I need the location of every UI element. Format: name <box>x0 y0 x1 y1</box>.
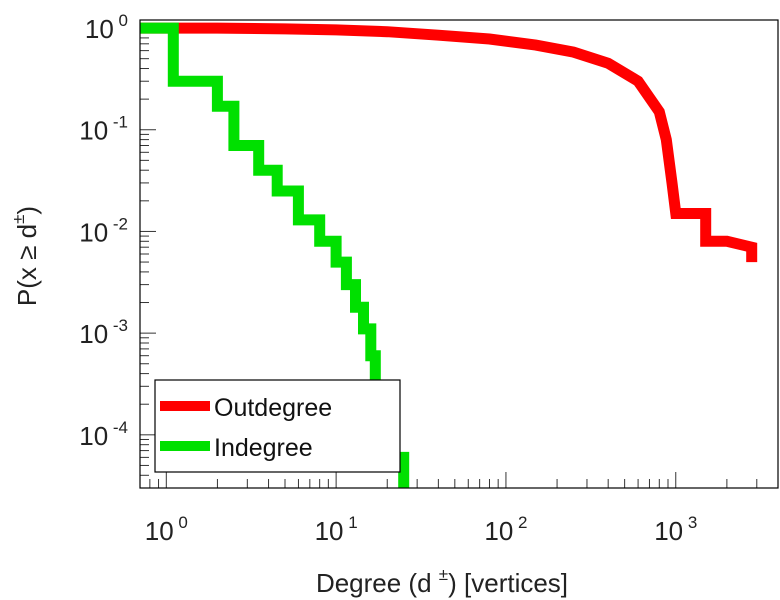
tick-labels: 10 0 10 -1 10 -2 10 -3 10 -4 10 0 10 1 10 2 10 3 <box>79 11 697 546</box>
y-tick-label: 10 -2 <box>79 214 128 247</box>
axis-ticks <box>139 27 779 489</box>
legend-box <box>154 379 401 473</box>
x-tick-label: 10 1 <box>315 513 358 546</box>
y-tick-label: 10 -1 <box>79 113 128 146</box>
x-tick-label: 10 3 <box>654 513 697 546</box>
x-tick-label: 10 2 <box>484 513 527 546</box>
legend-label-indegree: Indegree <box>214 434 313 462</box>
x-axis-title: Degree (d ±) [vertices] <box>316 565 568 598</box>
y-axis-title-end: ) <box>12 206 42 215</box>
legend: Outdegree Indegree <box>154 379 401 473</box>
y-tick-label: 10 -3 <box>79 316 128 349</box>
series-line-outdegree <box>140 22 758 263</box>
y-axis-title-sup: ± <box>9 215 28 224</box>
x-axis-title-end: ) [vertices] <box>448 568 568 598</box>
y-tick-label: 10 0 <box>85 11 128 44</box>
y-axis-title: P(x ≥ d±) <box>9 206 42 306</box>
plot-frame <box>139 19 779 489</box>
x-tick-label: 10 0 <box>145 513 188 546</box>
y-tick-label: 10 -4 <box>79 418 128 451</box>
y-axis-title-main: P(x ≥ d <box>12 224 42 306</box>
x-axis-title-main: Degree (d <box>316 568 439 598</box>
legend-label-outdegree: Outdegree <box>214 394 332 422</box>
x-axis-title-sup: ± <box>439 565 448 584</box>
